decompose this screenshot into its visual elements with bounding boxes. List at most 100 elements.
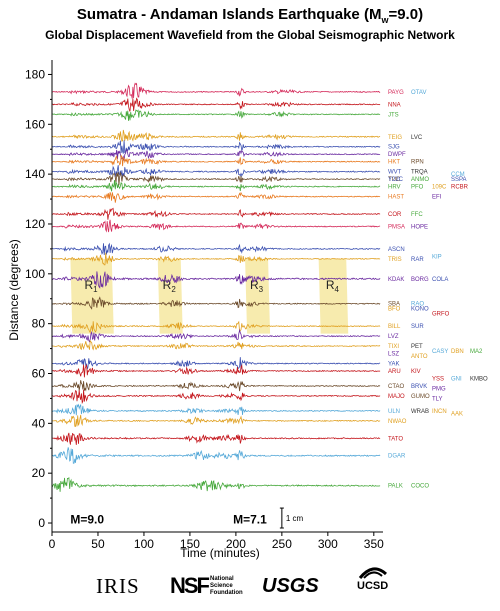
station-label-coco: COCO [411,484,429,490]
scale-bar-label: 1 cm [286,514,304,523]
trace-payg [51,82,381,99]
station-label-ma2: MA2 [470,349,483,355]
x-tick-label-100: 100 [134,537,154,551]
phase-band-4 [318,258,349,334]
phase-band-3 [245,258,271,334]
station-label-nwao: NWAO [388,419,407,425]
station-label-sspa: SSPA [451,177,467,183]
chart-title-subscript: w [381,15,389,25]
y-tick-label-20: 20 [32,466,46,480]
station-label-ccm: CCM [451,172,465,178]
station-label-uln: ULN [388,409,400,415]
annotations: M=9.0 M=7.1 1 cm [70,507,304,529]
trace-tato [51,432,381,445]
nsf-logo-line2: Science [210,582,233,589]
ucsd-logo: UCSD [357,564,388,608]
station-label-tixi: TIXI [388,344,399,350]
station-label-trqa: TRQA [411,170,428,176]
station-label-pfo: PFO [411,185,424,191]
trace-uln [51,403,381,416]
station-label-lvc: LVC [411,135,423,141]
station-label-pmsa: PMSA [388,224,405,230]
station-label-cor: COR [388,212,402,218]
station-label-nna: NNA [388,102,401,108]
trace-lvz [51,328,381,343]
iris-logo-text: IRIS [96,573,140,598]
trace-teig [51,129,381,142]
trace-hkt [51,154,381,167]
nsf-logo-line3: Foundation [210,589,243,596]
phase-band-2 [157,258,183,334]
station-label-kmbo: KMBO [470,376,488,382]
station-label-hrv: HRV [388,185,401,191]
station-label-otav: OTAV [411,90,426,96]
ucsd-emblem-icon [358,567,387,579]
y-tick-label-40: 40 [32,416,46,430]
y-tick-label-120: 120 [25,217,45,231]
trace-nwao [51,414,381,428]
x-tick-label-0: 0 [49,537,56,551]
magnitude-annotation-1: M=9.0 [70,513,104,527]
station-label-hope: HOPE [411,224,428,230]
x-tick-label-200: 200 [226,537,246,551]
station-label-wvt: WVT [388,170,402,176]
station-label-jts: JTS [388,112,399,118]
station-label-pmg: PMG [432,386,446,392]
nsf-logo-line1: National [210,575,234,582]
station-label-ctao: CTAO [388,384,405,390]
station-label-majo: MAJO [388,394,405,400]
station-label-teig: TEIG [388,135,402,141]
station-label-gni: GNI [451,376,462,382]
phase-band-1 [70,258,114,334]
trace-aru [51,364,381,378]
station-label-109c: 109C [432,185,447,191]
axes: 0 20 40 60 80 100 120 140 160 180 0 50 100 150 200 250 3… [25,60,384,551]
station-label-grfo: GRFO [432,312,450,318]
station-label-tly: TLY [432,396,443,402]
station-label-brvk: BRVK [411,384,427,390]
station-label-sur: SUR [411,324,424,330]
trace-kdak [51,271,381,289]
station-label-gumo: GUMO [411,394,430,400]
station-label-rcbr: RCBR [451,185,469,191]
trace-nna [52,97,381,112]
trace-hrv [51,179,381,192]
nsf-logo-text: National Science Foundation [210,576,243,597]
nsf-logo: NSF National Science Foundation [170,564,243,608]
trace-sba [51,296,381,310]
magnitude-annotation-2: M=7.1 [233,513,267,527]
station-label-bfo: BFO [388,307,401,313]
trace-ctao [51,380,381,392]
trace-tris [51,252,381,266]
station-label-wrab: WRAB [411,409,429,415]
station-label-pet: PET [411,344,423,350]
usgs-logo: USGS [262,564,319,608]
station-label-rar: RAR [411,257,424,263]
ucsd-logo-text: UCSD [357,580,389,592]
station-label-palk: PALK [388,484,403,490]
station-label-kdak: KDAK [388,277,404,283]
y-tick-label-80: 80 [32,317,46,331]
trace-majo [51,389,381,405]
chart-title-end: =9.0) [388,6,424,23]
sponsor-logos: IRIS NSF National Science Foundation USG… [0,564,500,608]
station-label-yak: YAK [388,362,400,368]
station-label-kip: KIP [432,254,442,260]
trace-sjg [51,140,381,154]
station-label-tato: TATO [388,436,403,442]
station-label-anto: ANTO [411,354,428,360]
trace-jts [51,109,381,121]
station-label-dwpf: DWPF [388,152,406,158]
phase-bands: R1 R2 R3 R4 [70,258,349,334]
y-tick-label-0: 0 [38,516,45,530]
station-label-sba: SBA [388,302,400,308]
chart-title-main: Sumatra - Andaman Islands Earthquake (M [76,6,382,23]
station-label-anmo: ANMO [411,177,429,183]
station-label-kono: KONO [411,307,429,313]
chart-subtitle: Global Displacement Wavefield from the G… [45,28,455,42]
x-tick-label-50: 50 [91,537,105,551]
y-tick-label-100: 100 [25,267,45,281]
usgs-logo-text: USGS [262,574,319,597]
trace-bill [51,320,381,334]
station-label-rao: RAO [411,302,424,308]
